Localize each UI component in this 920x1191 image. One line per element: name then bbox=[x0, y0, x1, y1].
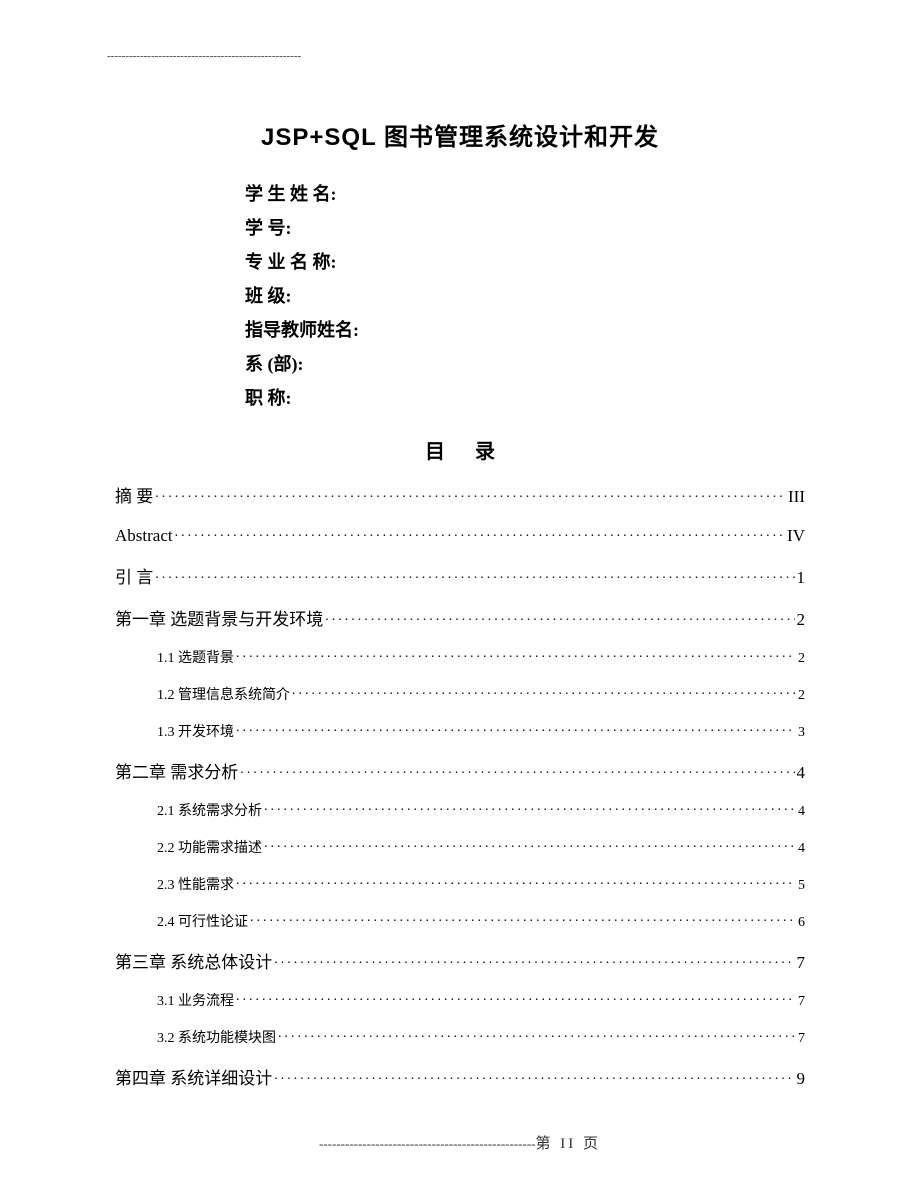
toc-entry-label: 1.3 开发环境 bbox=[157, 721, 234, 741]
toc-entry: 第二章 需求分析 4 bbox=[115, 758, 805, 783]
toc-entry-page: 6 bbox=[798, 915, 805, 931]
top-dashes: ----------------------------------------… bbox=[107, 50, 805, 62]
toc-entry-label: 引 言 bbox=[115, 563, 153, 588]
table-of-contents: 摘 要IIIAbstractIV引 言1第一章 选题背景与开发环境21.1 选题… bbox=[115, 482, 805, 1089]
footer-page-number: 第 II 页 bbox=[535, 1136, 601, 1152]
toc-entry-page: 4 bbox=[798, 804, 805, 820]
toc-entry-page: 2 bbox=[797, 610, 806, 630]
toc-leader-dots bbox=[274, 951, 794, 968]
field-title: 职 称: bbox=[245, 381, 805, 415]
toc-leader-dots bbox=[155, 485, 786, 502]
toc-entry-label: 第二章 需求分析 bbox=[115, 758, 238, 783]
toc-entry-label: 3.1 业务流程 bbox=[157, 990, 234, 1010]
toc-entry: 第三章 系统总体设计 7 bbox=[115, 948, 805, 973]
toc-entry-label: 第三章 系统总体设计 bbox=[115, 948, 272, 973]
toc-entry-label: 2.1 系统需求分析 bbox=[157, 800, 262, 820]
toc-entry-page: 7 bbox=[798, 1031, 805, 1047]
toc-entry-label: 2.2 功能需求描述 bbox=[157, 837, 262, 857]
footer-dashes: ----------------------------------------… bbox=[319, 1136, 535, 1151]
page-footer: ----------------------------------------… bbox=[0, 1132, 920, 1153]
toc-entry-label: 第一章 选题背景与开发环境 bbox=[115, 605, 323, 630]
toc-leader-dots bbox=[155, 566, 794, 583]
toc-leader-dots bbox=[236, 991, 796, 1005]
toc-entry: 第四章 系统详细设计 9 bbox=[115, 1064, 805, 1089]
toc-entry-label: 2.3 性能需求 bbox=[157, 874, 234, 894]
toc-entry-label: 2.4 可行性论证 bbox=[157, 911, 248, 931]
field-class: 班 级: bbox=[245, 279, 805, 313]
toc-leader-dots bbox=[274, 1067, 794, 1084]
toc-leader-dots bbox=[175, 524, 785, 541]
toc-leader-dots bbox=[236, 875, 796, 889]
toc-leader-dots bbox=[264, 838, 796, 852]
toc-entry-page: 4 bbox=[798, 841, 805, 857]
toc-entry: 3.1 业务流程 7 bbox=[115, 990, 805, 1010]
toc-entry-label: 摘 要 bbox=[115, 482, 153, 507]
toc-entry: 1.2 管理信息系统简介 2 bbox=[115, 684, 805, 704]
toc-leader-dots bbox=[240, 761, 794, 778]
toc-leader-dots bbox=[292, 685, 796, 699]
toc-entry-page: 7 bbox=[797, 953, 806, 973]
document-title: JSP+SQL 图书管理系统设计和开发 bbox=[115, 117, 805, 152]
toc-entry: 2.4 可行性论证 6 bbox=[115, 911, 805, 931]
toc-entry: 1.3 开发环境 3 bbox=[115, 721, 805, 741]
toc-entry-label: 3.2 系统功能模块图 bbox=[157, 1027, 276, 1047]
toc-entry-label: 1.2 管理信息系统简介 bbox=[157, 684, 290, 704]
info-fields: 学 生 姓 名: 学 号: 专 业 名 称: 班 级: 指导教师姓名: 系 (部… bbox=[245, 177, 805, 415]
toc-entry-page: 2 bbox=[798, 651, 805, 667]
toc-entry-label: 1.1 选题背景 bbox=[157, 647, 234, 667]
toc-entry-page: IV bbox=[787, 526, 805, 546]
toc-leader-dots bbox=[236, 722, 796, 736]
toc-entry-page: 4 bbox=[797, 763, 806, 783]
toc-entry: 3.2 系统功能模块图 7 bbox=[115, 1027, 805, 1047]
field-department: 系 (部): bbox=[245, 347, 805, 381]
toc-entry: 2.1 系统需求分析 4 bbox=[115, 800, 805, 820]
toc-leader-dots bbox=[325, 608, 794, 625]
toc-entry-label: 第四章 系统详细设计 bbox=[115, 1064, 272, 1089]
toc-entry: 1.1 选题背景 2 bbox=[115, 647, 805, 667]
toc-entry: 2.2 功能需求描述 4 bbox=[115, 837, 805, 857]
toc-entry: 引 言 1 bbox=[115, 563, 805, 588]
toc-entry: 2.3 性能需求 5 bbox=[115, 874, 805, 894]
toc-leader-dots bbox=[236, 648, 796, 662]
toc-leader-dots bbox=[264, 801, 796, 815]
toc-entry-label: Abstract bbox=[115, 526, 173, 546]
toc-entry-page: III bbox=[788, 487, 805, 507]
toc-entry-page: 9 bbox=[797, 1069, 806, 1089]
field-student-id: 学 号: bbox=[245, 211, 805, 245]
field-student-name: 学 生 姓 名: bbox=[245, 177, 805, 211]
field-advisor: 指导教师姓名: bbox=[245, 313, 805, 347]
toc-entry: 摘 要 III bbox=[115, 482, 805, 507]
toc-leader-dots bbox=[278, 1028, 796, 1042]
toc-entry-page: 2 bbox=[798, 688, 805, 704]
toc-heading: 目录 bbox=[115, 435, 805, 464]
toc-leader-dots bbox=[250, 912, 796, 926]
toc-entry: Abstract IV bbox=[115, 524, 805, 546]
toc-entry: 第一章 选题背景与开发环境 2 bbox=[115, 605, 805, 630]
field-major: 专 业 名 称: bbox=[245, 245, 805, 279]
toc-entry-page: 5 bbox=[798, 878, 805, 894]
toc-entry-page: 7 bbox=[798, 994, 805, 1010]
toc-entry-page: 3 bbox=[798, 725, 805, 741]
toc-entry-page: 1 bbox=[797, 568, 806, 588]
